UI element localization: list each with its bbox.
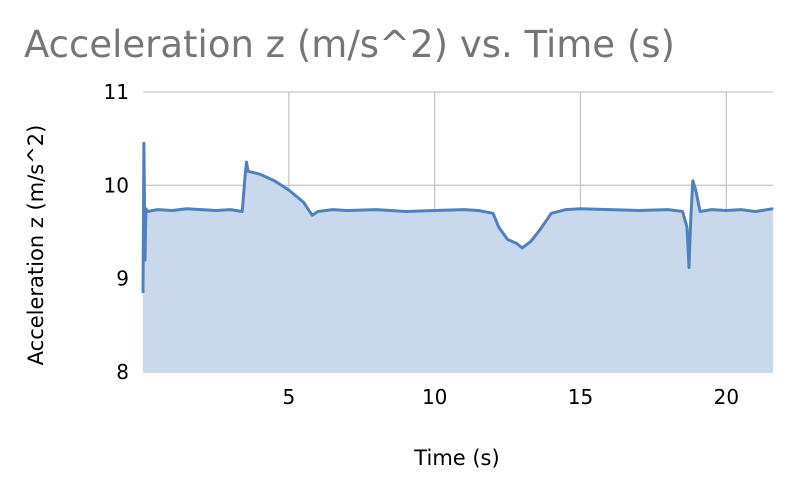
data-point: [690, 217, 692, 219]
series-area-fill: [143, 143, 773, 372]
data-point: [245, 161, 248, 163]
data-point: [515, 242, 517, 244]
data-point: [171, 209, 173, 212]
data-point: [404, 210, 407, 213]
data-point: [740, 209, 742, 211]
data-point: [186, 208, 188, 210]
data-point: [550, 212, 552, 214]
x-tick-label: 15: [568, 385, 593, 409]
y-tick-label: 8: [116, 360, 129, 384]
data-point: [200, 209, 202, 211]
data-point: [579, 208, 582, 210]
data-point: [506, 238, 509, 241]
data-point: [681, 210, 684, 213]
data-point: [244, 175, 246, 177]
data-point: [229, 209, 232, 211]
data-point: [331, 209, 334, 211]
data-point: [477, 209, 480, 212]
x-tick-label: 10: [422, 385, 447, 409]
data-point: [145, 208, 147, 210]
tick-layer: 8 9 10 11 5 10 15 20: [104, 80, 740, 409]
data-point: [695, 189, 697, 191]
chart-title: Acceleration z (m/s^2) vs. Time (s): [24, 23, 675, 66]
data-point: [317, 210, 319, 213]
data-point: [463, 209, 465, 211]
data-point: [699, 210, 701, 213]
data-point: [142, 292, 144, 294]
data-point: [375, 209, 377, 211]
data-point: [311, 214, 313, 216]
data-point: [247, 170, 249, 172]
data-point: [692, 180, 694, 182]
data-point: [156, 209, 159, 211]
y-axis-title: Acceleration z (m/s^2): [24, 125, 48, 366]
data-point: [725, 209, 727, 212]
data-point: [638, 209, 640, 212]
data-point: [215, 209, 217, 212]
data-point: [302, 201, 305, 203]
x-tick-label: 20: [714, 385, 739, 409]
x-axis-title: Time (s): [413, 446, 499, 470]
data-point: [539, 229, 541, 231]
data-point: [609, 209, 611, 211]
data-point: [772, 208, 774, 210]
data-point: [498, 226, 500, 228]
data-point: [146, 210, 148, 213]
data-point: [565, 209, 567, 211]
data-point: [521, 247, 523, 249]
data-point: [144, 259, 146, 261]
data-point: [686, 226, 688, 228]
data-point: [667, 209, 669, 211]
data-point: [273, 180, 275, 182]
data-point: [434, 209, 436, 212]
x-tick-label: 5: [282, 385, 295, 409]
data-point: [754, 210, 757, 213]
area-layer: [141, 141, 774, 372]
data-point: [492, 212, 494, 214]
data-point: [688, 266, 690, 269]
data-point: [143, 142, 145, 144]
y-tick-label: 9: [116, 267, 129, 291]
data-point: [711, 209, 713, 211]
data-point: [346, 209, 348, 212]
data-point: [288, 189, 290, 191]
data-point: [530, 240, 532, 242]
data-point: [241, 210, 243, 213]
y-tick-label: 10: [104, 173, 129, 197]
data-point: [259, 173, 261, 175]
y-tick-label: 11: [104, 80, 129, 104]
